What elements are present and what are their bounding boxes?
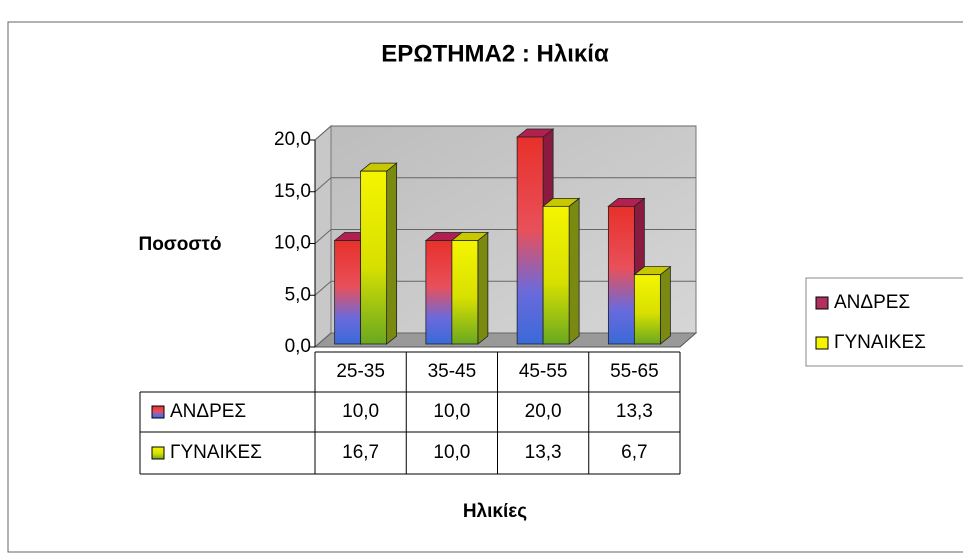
legend-label: ΓΥΝΑΙΚΕΣ [834,332,926,353]
bar-side [568,197,580,345]
legend-label: ΑΝΔΡΕΣ [834,292,910,313]
grid-line [314,177,696,193]
y-tick-label: 5,0 [285,284,311,305]
y-tick-label: 10,0 [274,233,311,254]
legend-key [815,296,829,310]
table-key [151,405,165,419]
bar-side [386,162,398,345]
table-value: 10,0 [433,442,470,463]
bar [607,205,635,345]
bar [633,274,661,345]
table-value: 6,7 [621,442,647,463]
bar [516,136,544,345]
table-value: 13,3 [616,401,653,422]
bar [451,240,479,345]
y-tick-label: 0,0 [285,336,311,357]
chart-title: ΕΡΩΤΗΜΑ2 : Ηλικία [381,40,609,67]
table-value: 10,0 [433,401,470,422]
bar-side [659,265,671,345]
bar [542,205,570,345]
y-tick-label: 20,0 [274,129,311,150]
y-axis-label: Ποσοστό [138,234,221,255]
y-tick-label: 15,0 [274,181,311,202]
grid-line [314,125,696,141]
x-tick-label: 35-45 [428,361,477,382]
legend [805,277,963,367]
table-value: 13,3 [525,442,562,463]
table-row-label: ΑΝΔΡΕΣ [170,401,246,422]
x-axis-label: Ηλικίες [463,501,527,522]
bar [360,170,388,345]
x-tick-label: 55-65 [610,361,659,382]
table-value: 10,0 [342,401,379,422]
x-tick-label: 45-55 [519,361,568,382]
bar-side [477,231,489,345]
legend-key [815,336,829,350]
table-row-label: ΓΥΝΑΙΚΕΣ [170,442,262,463]
table-value: 16,7 [342,442,379,463]
table-key [151,446,165,460]
bar [334,240,362,345]
x-tick-label: 25-35 [336,361,385,382]
bar [425,240,453,345]
table-value: 20,0 [525,401,562,422]
